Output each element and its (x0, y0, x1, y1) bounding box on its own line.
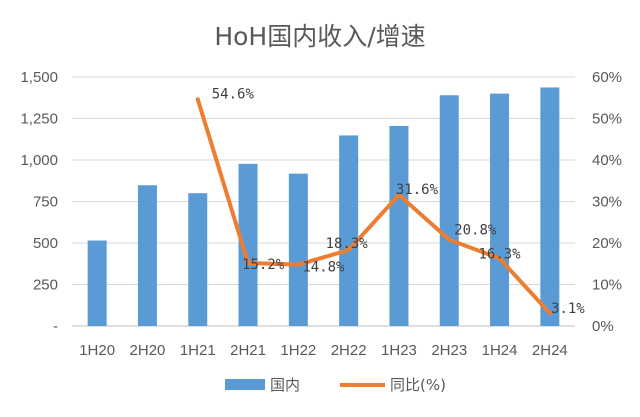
y-right-tick-label: 60% (592, 69, 622, 86)
bar (238, 163, 258, 326)
x-tick-label: 2H21 (230, 342, 266, 359)
y-left-tick-label: 500 (33, 235, 58, 252)
legend-label-line: 同比(%) (390, 376, 446, 394)
y-left-tick-label: 250 (33, 277, 58, 294)
legend-swatch-bar (225, 379, 265, 390)
bar (87, 240, 107, 326)
chart-title: HoH国内收入/增速 (214, 22, 425, 51)
y-left-tick-label: 1,250 (20, 111, 58, 128)
bar (288, 173, 308, 326)
data-label: 15.2% (242, 257, 285, 273)
data-label: 16.3% (478, 246, 521, 262)
y-left-tick-label: 750 (33, 194, 58, 211)
line-point (296, 262, 301, 267)
y-right-tick-label: 40% (592, 152, 622, 169)
x-tick-label: 2H22 (331, 342, 367, 359)
line-point (195, 97, 200, 102)
y-left-tick-label: 1,500 (20, 69, 58, 86)
line-point (396, 192, 401, 197)
x-tick-label: 1H21 (180, 342, 216, 359)
x-tick-label: 1H20 (79, 342, 115, 359)
data-label: 31.6% (396, 182, 439, 198)
data-label: 20.8% (454, 223, 497, 239)
data-label: 14.8% (302, 260, 345, 276)
y-left-tick-label: 1,000 (20, 152, 58, 169)
y-right-tick-label: 20% (592, 235, 622, 252)
x-tick-label: 1H24 (482, 342, 518, 359)
series-line (195, 97, 552, 316)
line-point (346, 248, 351, 253)
bar (540, 87, 560, 326)
line-point (447, 237, 452, 242)
bar (490, 93, 510, 326)
line-point (547, 311, 552, 316)
x-tick-label: 2H23 (431, 342, 467, 359)
data-label: 18.3% (326, 236, 369, 252)
y-right-tick-label: 0% (592, 318, 614, 335)
bar (439, 95, 459, 326)
y-right-tick-label: 50% (592, 111, 622, 128)
data-label: 3.1% (551, 301, 585, 317)
line-point (497, 256, 502, 261)
x-tick-label: 1H22 (280, 342, 316, 359)
bar (339, 135, 359, 326)
legend: 国内 同比(%) (225, 376, 446, 394)
bar (389, 125, 409, 326)
y-left-tick-label: - (53, 318, 58, 335)
data-label: 54.6% (212, 86, 255, 102)
bar (188, 193, 208, 326)
bar (137, 185, 157, 326)
y-right-tick-label: 10% (592, 277, 622, 294)
x-tick-label: 2H20 (130, 342, 166, 359)
x-tick-label: 1H23 (381, 342, 417, 359)
y-right-tick-label: 30% (592, 194, 622, 211)
x-tick-label: 2H24 (532, 342, 568, 359)
legend-label-bar: 国内 (270, 376, 300, 394)
line-point (246, 260, 251, 265)
